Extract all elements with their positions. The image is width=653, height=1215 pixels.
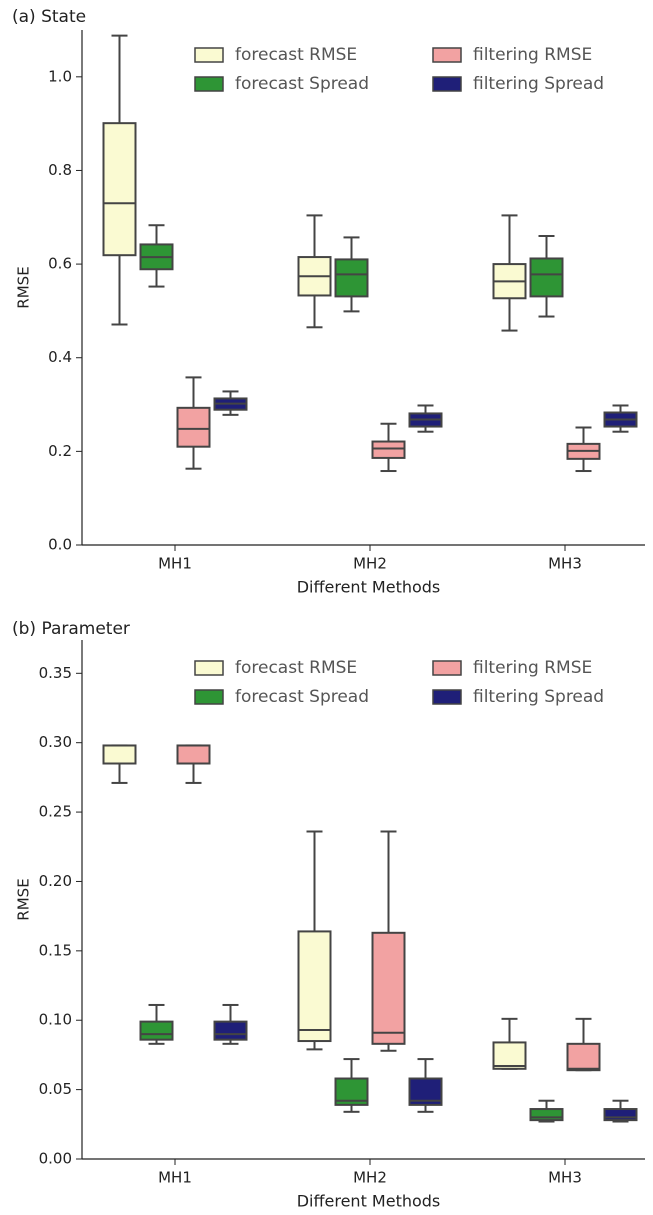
legend-swatch — [432, 689, 462, 705]
y-axis-label: RMSE — [15, 878, 33, 920]
box — [371, 931, 406, 1045]
legend-label: filtering Spread — [473, 74, 604, 94]
legend-swatch — [432, 660, 462, 676]
y-tick-label: 0.35 — [39, 664, 72, 682]
y-tick-label: 0.10 — [39, 1011, 72, 1029]
y-tick-label: 0.30 — [39, 733, 72, 751]
y-tick-label: 0.4 — [48, 348, 72, 366]
box — [176, 406, 211, 448]
box — [213, 1020, 248, 1041]
y-tick-label: 0.8 — [48, 161, 72, 179]
y-tick-label: 0.25 — [39, 803, 72, 821]
legend-label: filtering RMSE — [473, 45, 592, 65]
y-axis-label: RMSE — [15, 266, 33, 308]
box — [603, 1108, 638, 1122]
legend-swatch — [194, 47, 224, 63]
legend-swatch — [194, 660, 224, 676]
x-axis-label: Different Methods — [297, 1192, 441, 1211]
legend-label: forecast Spread — [235, 687, 369, 707]
chart-title: (a) State — [12, 7, 86, 27]
x-tick-label: MH1 — [158, 1169, 192, 1187]
y-tick-label: 0.15 — [39, 941, 72, 959]
box — [529, 1108, 564, 1122]
box — [297, 930, 332, 1043]
legend-label: filtering Spread — [473, 687, 604, 707]
legend-label: forecast RMSE — [235, 658, 357, 678]
legend-label: forecast RMSE — [235, 45, 357, 65]
legend-label: forecast Spread — [235, 74, 369, 94]
legend-swatch — [194, 76, 224, 92]
y-tick-label: 0.00 — [39, 1150, 72, 1168]
legend-swatch — [432, 76, 462, 92]
y-tick-label: 0.20 — [39, 872, 72, 890]
chart: (a) State 0.0 0.2 0.4 0.6 0.8 1.0 RMSE Different… — [12, 7, 645, 597]
box — [176, 744, 211, 765]
x-tick-label: MH3 — [548, 555, 582, 573]
y-tick-label: 1.0 — [48, 67, 72, 85]
box — [492, 1041, 527, 1070]
chart-title: (b) Parameter — [12, 619, 130, 639]
legend-label: filtering RMSE — [473, 658, 592, 678]
x-axis-label: Different Methods — [297, 578, 441, 597]
box — [371, 440, 406, 459]
x-tick-label: MH2 — [353, 555, 387, 573]
box — [529, 257, 564, 298]
chart: (b) Parameter 0.00 0.05 0.10 0.15 0.20 0.25 0.3… — [12, 619, 645, 1211]
box — [102, 122, 137, 257]
y-tick-label: 0.05 — [39, 1080, 72, 1098]
y-tick-label: 0.2 — [48, 442, 72, 460]
box — [334, 258, 369, 298]
x-tick-label: MH2 — [353, 1169, 387, 1187]
legend-swatch — [194, 689, 224, 705]
box — [139, 1020, 174, 1041]
x-tick-label: MH3 — [548, 1169, 582, 1187]
y-tick-label: 0.6 — [48, 255, 72, 273]
box — [566, 1042, 601, 1072]
x-tick-label: MH1 — [158, 555, 192, 573]
y-tick-label: 0.0 — [48, 536, 72, 554]
box — [102, 744, 137, 765]
legend-swatch — [432, 47, 462, 63]
